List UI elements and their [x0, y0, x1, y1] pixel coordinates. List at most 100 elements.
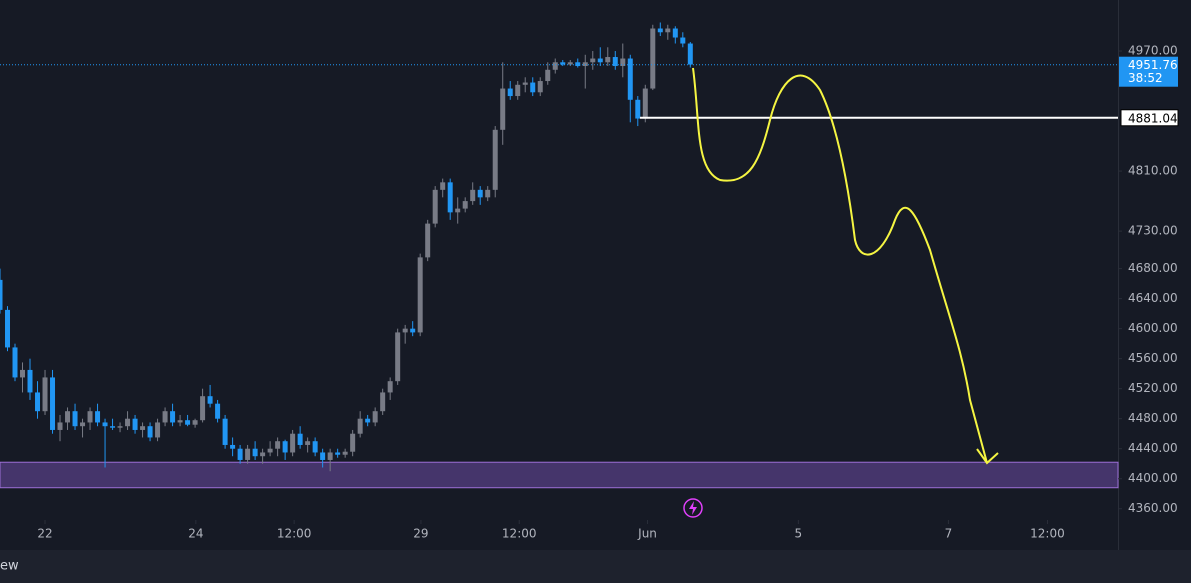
- candle-body: [312, 441, 318, 453]
- candle-body: [395, 332, 401, 382]
- y-tick-label: 4970.00: [1128, 44, 1178, 58]
- x-tick-label: 24: [188, 527, 203, 541]
- candle-body: [27, 369, 33, 393]
- y-tick-label: 4680.00: [1128, 261, 1178, 275]
- candle-body: [612, 57, 618, 67]
- candle-body: [447, 182, 453, 213]
- candle-body: [185, 420, 191, 425]
- candle-body: [267, 448, 273, 453]
- y-tick-label: 4810.00: [1128, 164, 1178, 178]
- candle-body: [57, 422, 63, 430]
- y-tick-label: 4640.00: [1128, 291, 1178, 305]
- candle-body: [402, 328, 408, 333]
- candle-body: [290, 433, 296, 453]
- candle-body: [50, 377, 56, 430]
- candle-body: [125, 418, 131, 427]
- candle-body: [537, 81, 543, 93]
- plot-area: [0, 22, 1119, 489]
- level-box: [1120, 109, 1179, 127]
- candle-body: [372, 411, 378, 423]
- candle-body: [327, 452, 333, 460]
- candle-body: [552, 62, 558, 70]
- candle-body: [207, 396, 213, 404]
- candle-body: [335, 452, 341, 455]
- candle-body: [522, 82, 528, 85]
- candle-body: [0, 279, 3, 310]
- y-tick-label: 4360.00: [1128, 501, 1178, 515]
- candle-body: [582, 62, 588, 67]
- candle-body: [245, 448, 251, 460]
- candle-body: [237, 448, 243, 460]
- projection-drawing: [692, 67, 999, 465]
- candle-body: [620, 58, 626, 67]
- candle-body: [515, 84, 521, 97]
- candle-body: [387, 381, 393, 393]
- candle-body: [642, 88, 648, 119]
- candle-body: [455, 208, 461, 213]
- candle-body: [590, 58, 596, 63]
- candle-body: [530, 82, 536, 93]
- last-price-label: 4951.76: [1128, 58, 1178, 72]
- candle-body: [470, 189, 476, 202]
- candle-body: [365, 418, 371, 423]
- y-tick-label: 4520.00: [1128, 381, 1178, 395]
- countdown-label: 38:52: [1128, 71, 1163, 85]
- candle-body: [560, 62, 566, 65]
- candle-body: [80, 422, 86, 427]
- candle-body: [110, 426, 116, 428]
- candle-body: [95, 411, 101, 423]
- y-tick-label: 4400.00: [1128, 471, 1178, 485]
- candle-body: [147, 426, 153, 438]
- candle-body: [410, 328, 416, 333]
- y-tick-label: 4480.00: [1128, 411, 1178, 425]
- x-tick-label: 12:00: [277, 527, 312, 541]
- x-tick-label: 22: [37, 527, 52, 541]
- candle-body: [425, 223, 431, 258]
- x-tick-label: 7: [945, 527, 953, 541]
- support-zone: [0, 461, 1119, 489]
- candle-body: [275, 441, 281, 449]
- candle-body: [635, 99, 641, 119]
- candle-body: [102, 422, 108, 427]
- candle-body: [155, 422, 161, 438]
- candle-body: [657, 28, 663, 33]
- candle-body: [65, 411, 71, 423]
- y-tick-label: 4560.00: [1128, 351, 1178, 365]
- candle-body: [650, 28, 656, 89]
- x-tick-label: Jun: [637, 527, 657, 541]
- candle-body: [417, 257, 423, 333]
- y-tick-label: 4600.00: [1128, 321, 1178, 335]
- candle-body: [132, 418, 138, 430]
- footer-text: ew: [0, 559, 19, 574]
- candle-body: [605, 57, 611, 63]
- candle-body: [357, 418, 363, 434]
- candle-body: [42, 377, 48, 412]
- bottom-bar: [0, 550, 1191, 583]
- candle-body: [215, 403, 221, 419]
- candle-body: [297, 433, 303, 445]
- candle-body: [87, 411, 93, 423]
- candle-body: [597, 58, 603, 63]
- candle-body: [72, 411, 78, 427]
- candle-body: [230, 444, 236, 449]
- candle-body: [462, 201, 468, 209]
- candle-body: [200, 396, 206, 421]
- candle-body: [177, 420, 183, 423]
- candle-body: [477, 189, 483, 198]
- candle-body: [350, 433, 356, 452]
- candle-body: [20, 369, 26, 378]
- candle-body: [342, 451, 348, 455]
- candle-body: [252, 448, 258, 457]
- candle-body: [440, 182, 446, 190]
- x-tick-label: 29: [413, 527, 428, 541]
- alert-icon[interactable]: [683, 498, 703, 518]
- candle-body: [567, 62, 573, 65]
- last-price-box: [1119, 56, 1178, 87]
- candle-body: [282, 441, 288, 453]
- candle-body: [680, 37, 686, 44]
- level-label: 4881.04: [1128, 111, 1178, 125]
- candle-body: [672, 28, 678, 38]
- x-tick-label: 5: [795, 527, 803, 541]
